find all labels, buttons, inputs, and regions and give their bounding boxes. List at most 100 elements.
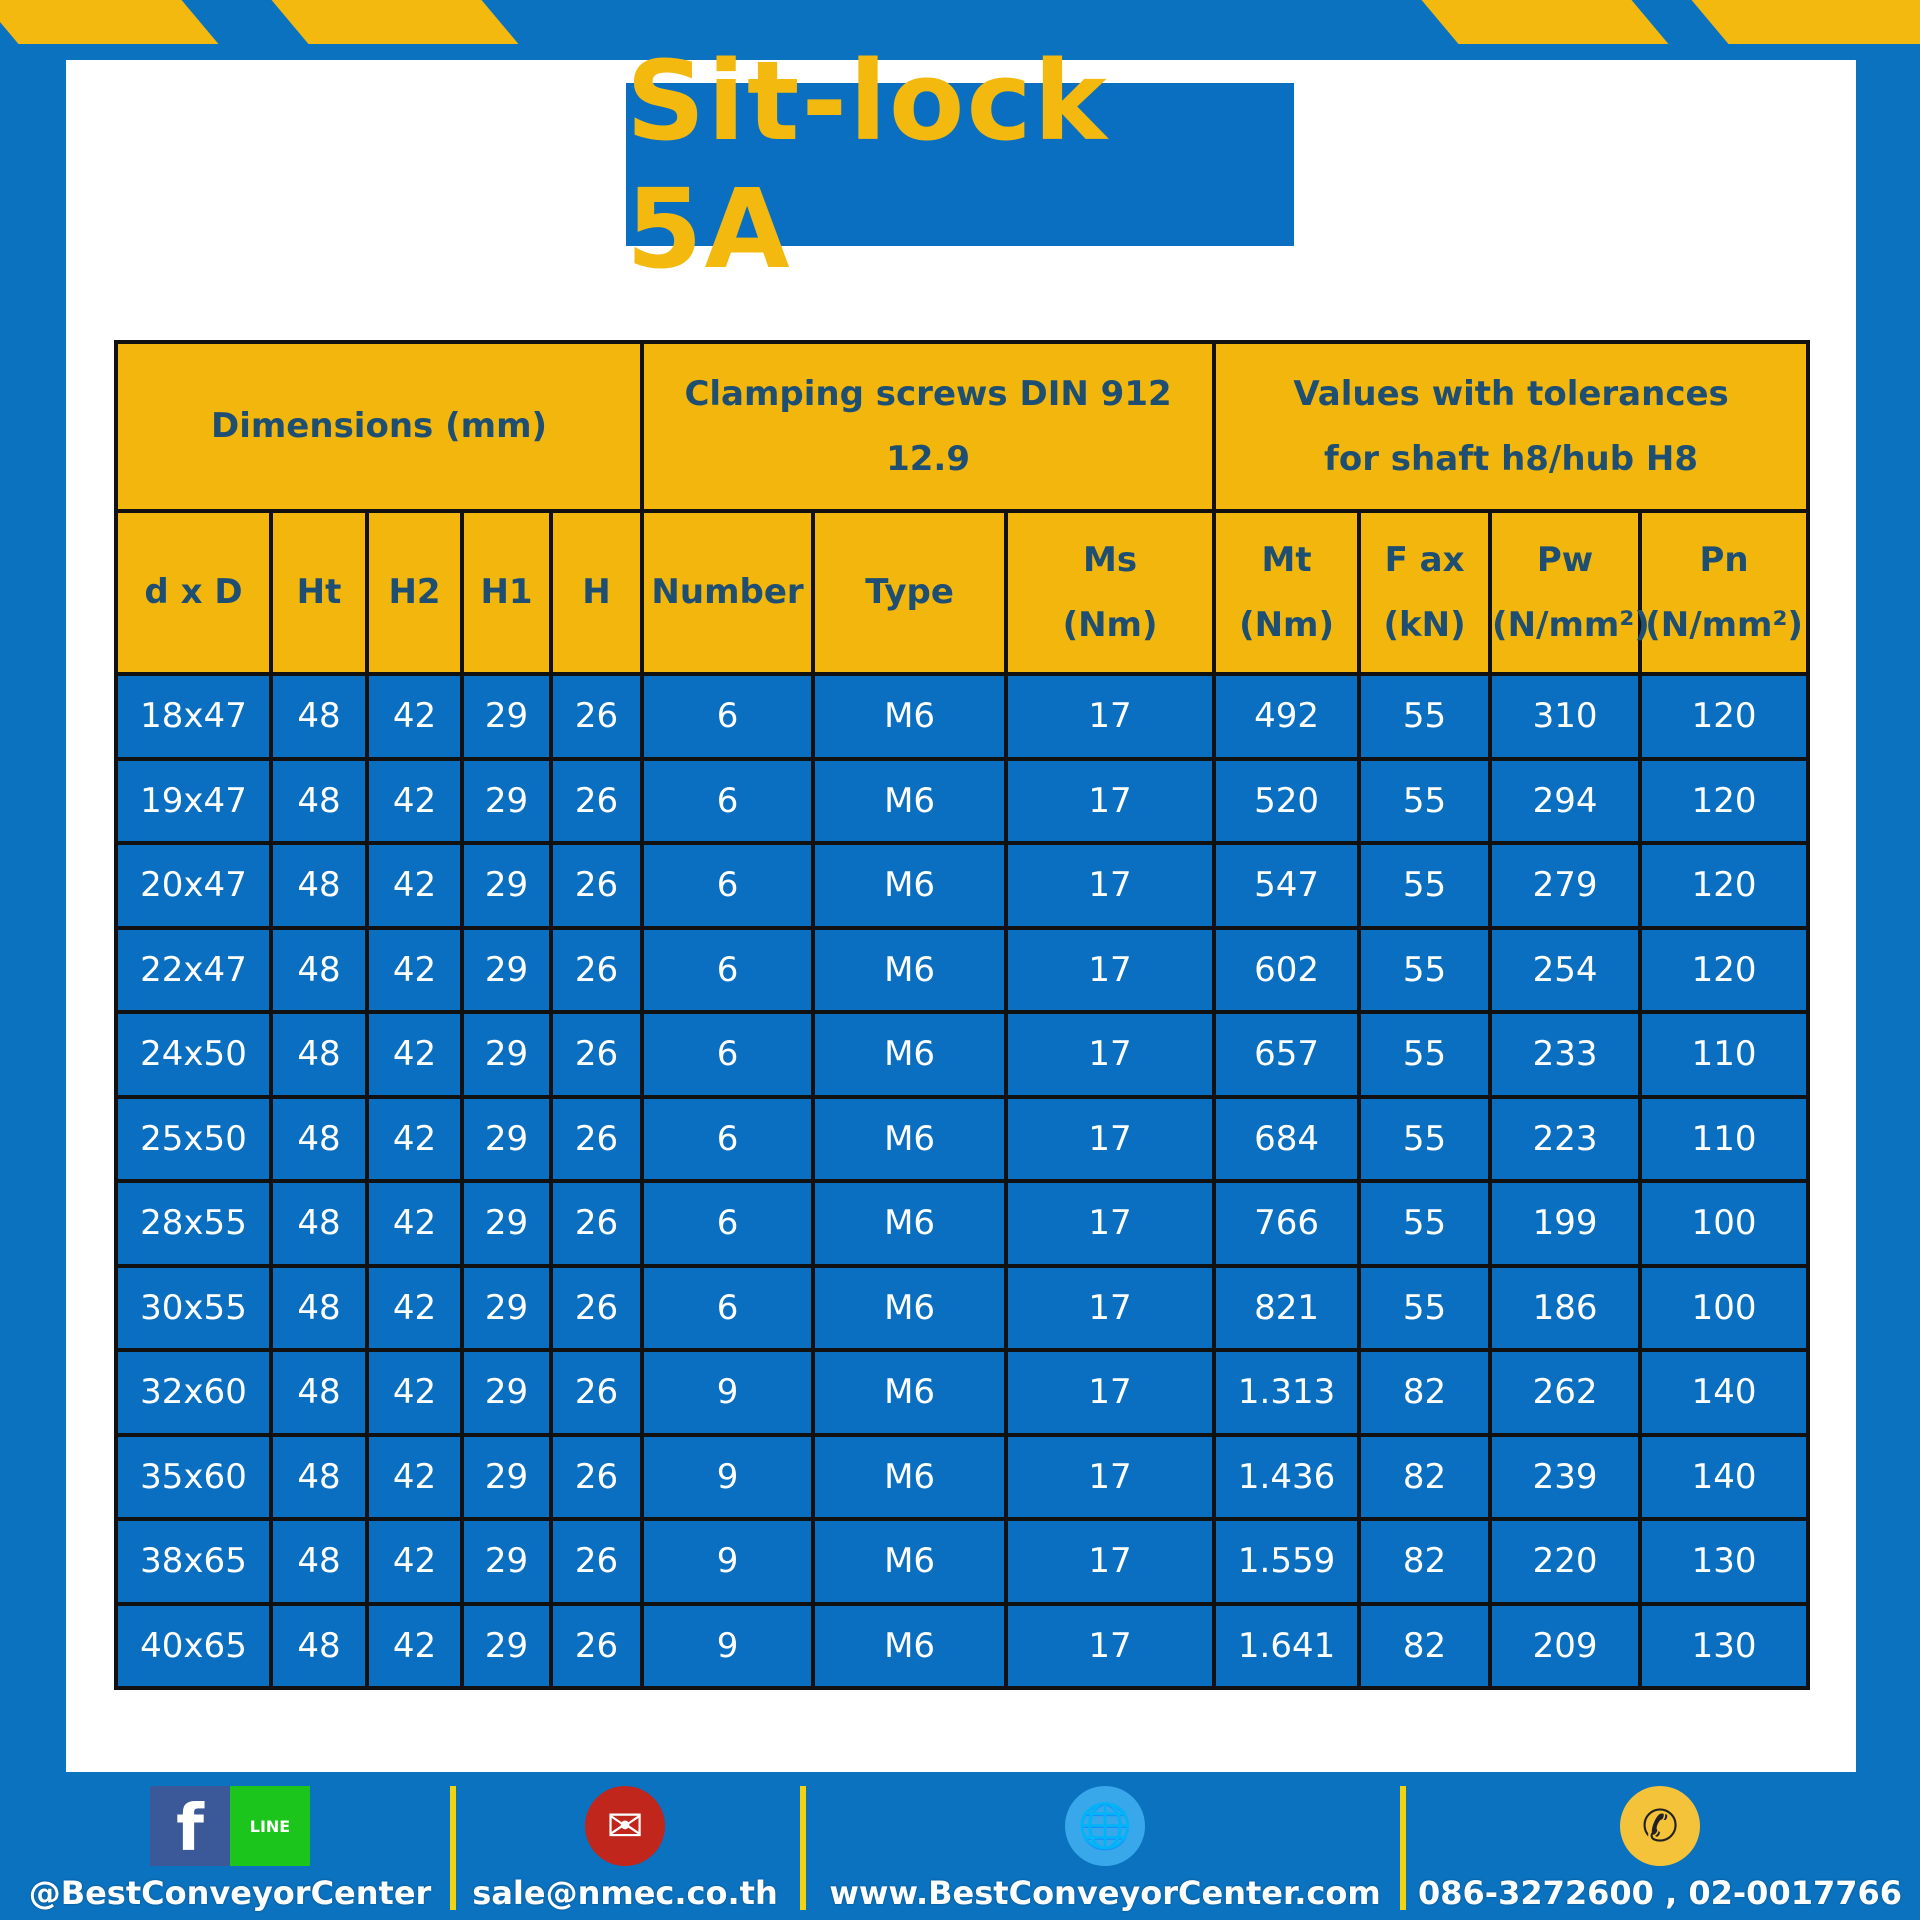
table-cell: 22x47 bbox=[114, 925, 273, 1014]
divider bbox=[800, 1786, 806, 1910]
table-cell: 29 bbox=[460, 756, 553, 845]
table-cell: 17 bbox=[1004, 1517, 1217, 1606]
table-cell: 100 bbox=[1638, 1179, 1811, 1268]
globe-icon: 🌐 bbox=[1065, 1786, 1145, 1866]
table-cell: 17 bbox=[1004, 1348, 1217, 1437]
footer-email[interactable]: ✉ sale@nmec.co.th bbox=[470, 1772, 780, 1920]
page-title: Sit-lock 5A bbox=[626, 36, 1109, 293]
website-link[interactable]: www.BestConveyorCenter.com bbox=[829, 1874, 1381, 1912]
table-cell: 29 bbox=[460, 1179, 553, 1268]
table-cell: 130 bbox=[1638, 1601, 1811, 1690]
table-cell: 17 bbox=[1004, 841, 1217, 930]
line-icon[interactable]: LINE bbox=[230, 1786, 310, 1866]
column-unit: (kN) bbox=[1383, 604, 1466, 645]
table-cell: 48 bbox=[269, 1348, 369, 1437]
table-row: 24x50 48 42 29 26 6 M6 17 657 55 233 110 bbox=[114, 1010, 1811, 1099]
table-cell: 17 bbox=[1004, 925, 1217, 1014]
table-cell: 55 bbox=[1357, 672, 1493, 761]
column-label: Ht bbox=[296, 572, 342, 613]
table-cell: 17 bbox=[1004, 1263, 1217, 1352]
table-cell: 48 bbox=[269, 1432, 369, 1521]
table-cell: 17 bbox=[1004, 1179, 1217, 1268]
table-cell: 55 bbox=[1357, 925, 1493, 1014]
table-cell: M6 bbox=[811, 1432, 1009, 1521]
table-cell: 48 bbox=[269, 1517, 369, 1606]
table-cell: 48 bbox=[269, 925, 369, 1014]
table-cell: M6 bbox=[811, 756, 1009, 845]
column-label: Ms bbox=[1083, 539, 1138, 580]
table-cell: 35x60 bbox=[114, 1432, 273, 1521]
title-banner: Sit-lock 5A bbox=[626, 37, 1294, 293]
footer-website[interactable]: 🌐 www.BestConveyorCenter.com bbox=[820, 1772, 1390, 1920]
email-icon: ✉ bbox=[585, 1786, 665, 1866]
column-header: Mt (Nm) bbox=[1212, 509, 1362, 676]
column-label: H bbox=[582, 572, 611, 613]
table-cell: 209 bbox=[1488, 1601, 1643, 1690]
table-cell: 48 bbox=[269, 672, 369, 761]
footer-social[interactable]: f LINE @BestConveyorCenter bbox=[28, 1772, 432, 1920]
table-cell: M6 bbox=[811, 672, 1009, 761]
phone-number[interactable]: 086-3272600 , 02-0017766 bbox=[1417, 1874, 1903, 1912]
table-cell: 82 bbox=[1357, 1517, 1493, 1606]
table-cell: 6 bbox=[640, 925, 816, 1014]
table-cell: 40x65 bbox=[114, 1601, 273, 1690]
column-label: d x D bbox=[144, 572, 243, 613]
decor-stripe bbox=[1421, 0, 1669, 44]
table-cell: 766 bbox=[1212, 1179, 1362, 1268]
table-cell: 657 bbox=[1212, 1010, 1362, 1099]
table-cell: 82 bbox=[1357, 1601, 1493, 1690]
table-row: 19x47 48 42 29 26 6 M6 17 520 55 294 120 bbox=[114, 756, 1811, 845]
table-cell: 6 bbox=[640, 1179, 816, 1268]
column-header: Ht bbox=[269, 509, 369, 676]
table-cell: 42 bbox=[365, 1179, 464, 1268]
table-cell: 1.313 bbox=[1212, 1348, 1362, 1437]
table-cell: 26 bbox=[548, 1179, 645, 1268]
group-values-line1: Values with tolerances bbox=[1293, 373, 1729, 414]
table-cell: M6 bbox=[811, 1179, 1009, 1268]
table-cell: M6 bbox=[811, 1601, 1009, 1690]
table-cell: 25x50 bbox=[114, 1094, 273, 1183]
table-cell: 19x47 bbox=[114, 756, 273, 845]
table-cell: M6 bbox=[811, 1263, 1009, 1352]
table-cell: 48 bbox=[269, 1179, 369, 1268]
table-cell: 29 bbox=[460, 925, 553, 1014]
table-cell: 29 bbox=[460, 672, 553, 761]
table-cell: 29 bbox=[460, 1094, 553, 1183]
table-cell: 29 bbox=[460, 841, 553, 930]
table-cell: 29 bbox=[460, 1010, 553, 1099]
column-label: H1 bbox=[480, 572, 533, 613]
table-cell: 120 bbox=[1638, 841, 1811, 930]
table-cell: 6 bbox=[640, 756, 816, 845]
email-link[interactable]: sale@nmec.co.th bbox=[472, 1874, 778, 1912]
table-cell: 186 bbox=[1488, 1263, 1643, 1352]
footer-phone[interactable]: ✆ 086-3272600 , 02-0017766 bbox=[1417, 1772, 1903, 1920]
table-cell: 82 bbox=[1357, 1432, 1493, 1521]
column-header: F ax (kN) bbox=[1357, 509, 1493, 676]
table-cell: 120 bbox=[1638, 672, 1811, 761]
table-cell: 17 bbox=[1004, 1010, 1217, 1099]
table-cell: 26 bbox=[548, 1432, 645, 1521]
column-label: F ax bbox=[1384, 539, 1465, 580]
table-cell: 492 bbox=[1212, 672, 1362, 761]
social-handle[interactable]: @BestConveyorCenter bbox=[28, 1874, 432, 1912]
table-cell: 279 bbox=[1488, 841, 1643, 930]
column-header: Ms (Nm) bbox=[1004, 509, 1217, 676]
table-cell: 26 bbox=[548, 1517, 645, 1606]
table-cell: M6 bbox=[811, 1348, 1009, 1437]
column-unit: (N/mm²) bbox=[1645, 604, 1803, 645]
table-cell: 82 bbox=[1357, 1348, 1493, 1437]
table-cell: 48 bbox=[269, 756, 369, 845]
table-cell: 821 bbox=[1212, 1263, 1362, 1352]
column-header: Type bbox=[811, 509, 1009, 676]
table-cell: 42 bbox=[365, 1517, 464, 1606]
table-row: 38x65 48 42 29 26 9 M6 17 1.559 82 220 130 bbox=[114, 1517, 1811, 1606]
table-cell: 602 bbox=[1212, 925, 1362, 1014]
table-cell: 223 bbox=[1488, 1094, 1643, 1183]
table-cell: 26 bbox=[548, 841, 645, 930]
table-cell: 55 bbox=[1357, 1010, 1493, 1099]
phone-icon: ✆ bbox=[1620, 1786, 1700, 1866]
facebook-icon[interactable]: f bbox=[150, 1786, 230, 1866]
table-cell: 17 bbox=[1004, 1601, 1217, 1690]
table-cell: 42 bbox=[365, 1348, 464, 1437]
table-cell: 48 bbox=[269, 1263, 369, 1352]
